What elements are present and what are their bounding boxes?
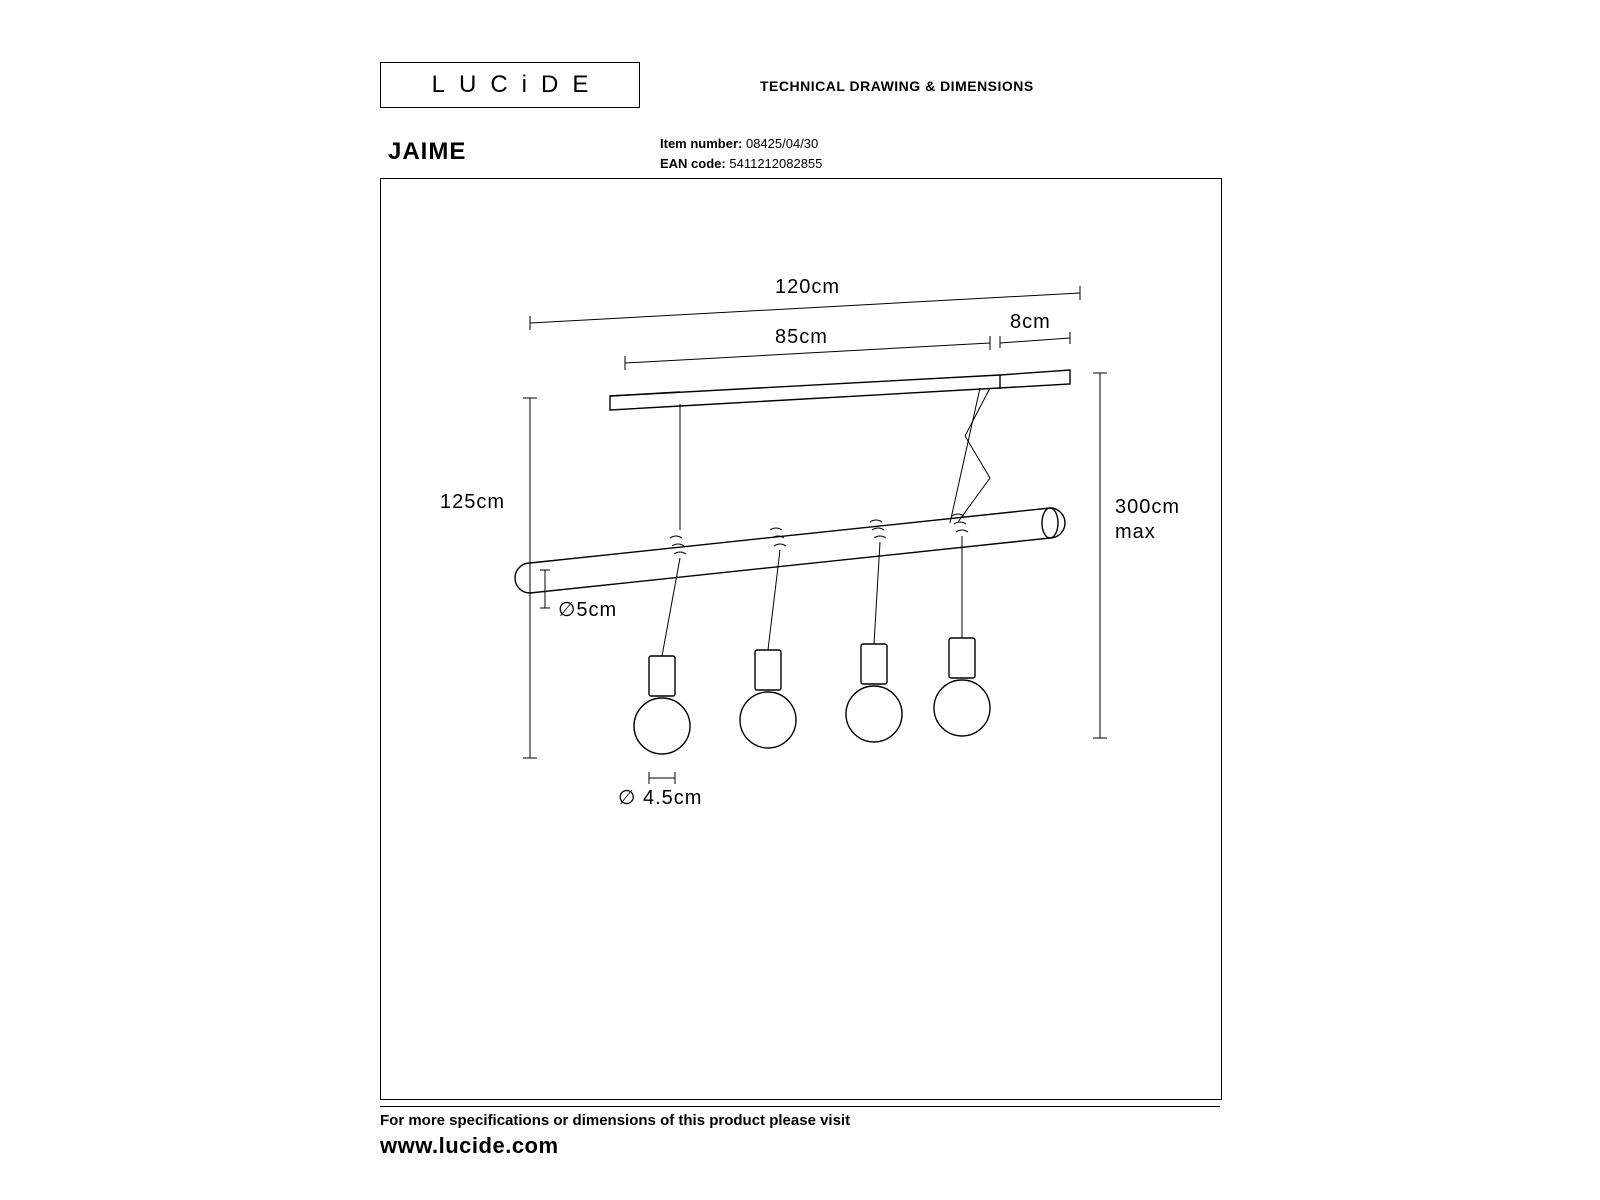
footer-url: www.lucide.com: [380, 1133, 1220, 1159]
pendant-1: [634, 536, 690, 754]
brand-text: LUCiDE: [432, 71, 603, 99]
header-title: TECHNICAL DRAWING & DIMENSIONS: [760, 78, 1034, 94]
dim-height-125: 125cm: [440, 398, 537, 758]
pendant-2: [740, 528, 796, 748]
technical-drawing: 120cm 85cm 8cm: [380, 178, 1220, 1098]
dim-width-total: 120cm: [530, 276, 1080, 330]
dim-width-total-label: 120cm: [775, 276, 840, 298]
brand-logo: LUCiDE: [380, 62, 640, 108]
pendant-4: [934, 514, 990, 736]
footer-divider: [380, 1106, 1220, 1107]
item-number-value: 08425/04/30: [746, 136, 818, 151]
main-bar: [515, 508, 1065, 593]
product-name: JAIME: [388, 138, 466, 166]
dim-height-300-label: 300cm: [1115, 496, 1180, 518]
dim-socket-dia-label: ∅ 4.5cm: [618, 787, 702, 809]
dim-depth: 8cm: [1000, 311, 1070, 348]
dim-bar-dia-label: ∅5cm: [558, 599, 617, 621]
item-number-label: Item number:: [660, 136, 742, 151]
ceiling-plate: [610, 370, 1070, 410]
dim-width-inner-label: 85cm: [775, 326, 828, 348]
ean-label: EAN code:: [660, 156, 726, 171]
pendant-3: [846, 520, 902, 742]
dim-bar-diameter: ∅5cm: [540, 570, 617, 621]
dim-height-300: 300cm max: [1093, 373, 1180, 738]
ean-value: 5411212082855: [729, 156, 822, 171]
dim-height-125-label: 125cm: [440, 491, 505, 513]
dim-width-inner: 85cm: [625, 326, 990, 370]
footer-text: For more specifications or dimensions of…: [380, 1112, 850, 1129]
suspension-wires: [680, 388, 990, 530]
dim-depth-label: 8cm: [1010, 311, 1051, 333]
footer: For more specifications or dimensions of…: [380, 1112, 1220, 1159]
dim-height-300-sub: max: [1115, 521, 1156, 543]
dim-socket-diameter: ∅ 4.5cm: [618, 772, 702, 809]
product-meta: Item number: 08425/04/30 EAN code: 54112…: [660, 134, 822, 173]
